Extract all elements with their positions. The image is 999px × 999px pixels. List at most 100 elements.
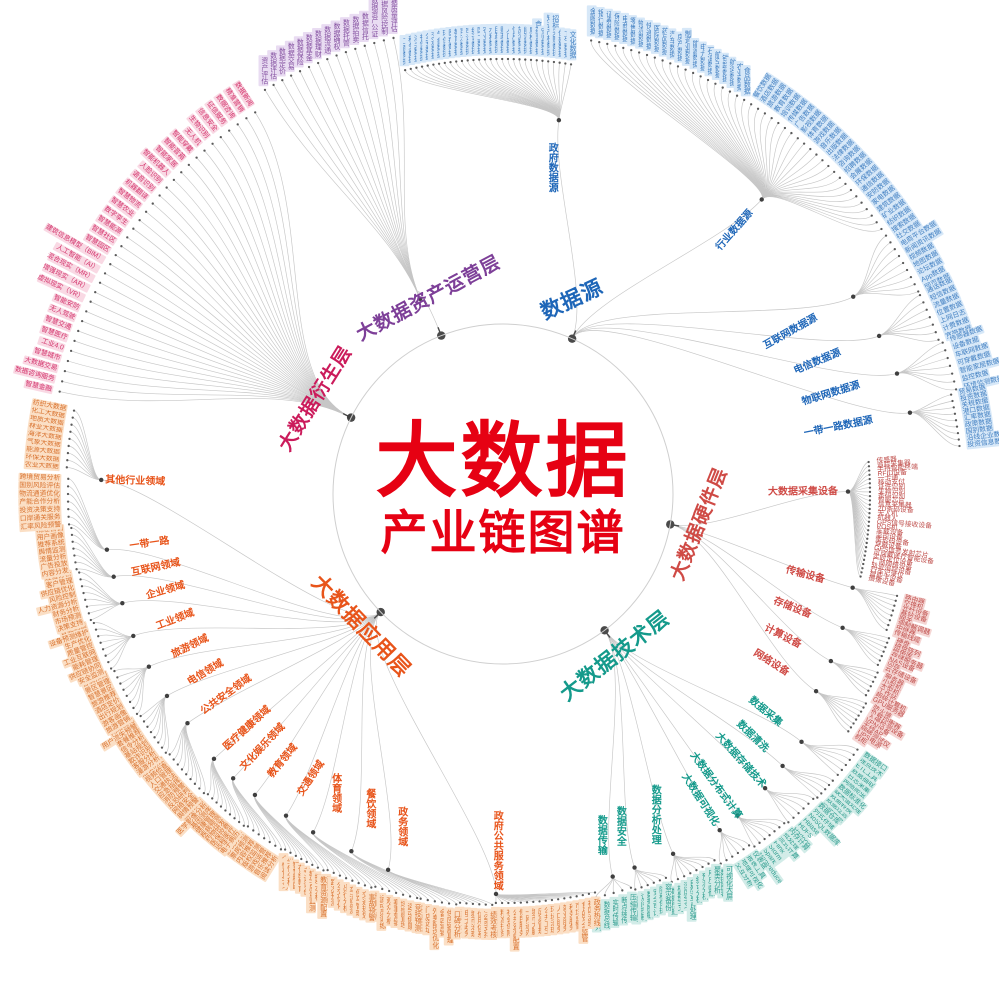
link-curve [759, 113, 767, 200]
link-curve [761, 195, 867, 214]
leaf-label: 数据拍卖 [349, 13, 360, 46]
leaf-label: 容灾备份 [662, 881, 673, 913]
link-curve [145, 211, 350, 417]
leaf-dot [753, 845, 756, 848]
leaf-dot [742, 848, 745, 851]
leaf-dot [289, 851, 292, 854]
leaf-dot [409, 67, 412, 71]
leaf-label: 智能芯片 [878, 495, 906, 504]
leaf-bg [799, 108, 824, 136]
leaf-bg [958, 389, 989, 404]
leaf-label: 无人机 [877, 508, 898, 518]
group-hub-dot [759, 197, 764, 202]
leaf-label: 赛事营销 [392, 898, 400, 927]
leaf-label: 观众分析 [385, 897, 393, 925]
leaf-dot [885, 628, 888, 632]
group-label: 体育领域 [330, 772, 342, 814]
leaf-dot [934, 331, 937, 334]
link-curve [801, 741, 850, 761]
leaf-label: 公共卫生 [543, 907, 551, 934]
leaf-dot [882, 650, 885, 653]
leaf-label: 国土数据 [476, 26, 484, 54]
leaf-dot [202, 791, 206, 795]
leaf-dot [946, 356, 949, 360]
leaf-bg [658, 25, 669, 57]
link-curve [852, 587, 891, 621]
leaf-dot [478, 58, 481, 61]
leaf-dot [691, 71, 695, 75]
leaf-label: 数据理财 [312, 28, 322, 60]
leaf-dot [254, 111, 257, 114]
leaf-bg [267, 50, 278, 82]
leaf-dot [185, 773, 188, 776]
link-curve [815, 690, 864, 708]
link-curve [741, 99, 765, 200]
link-curve [604, 630, 766, 789]
leaf-bg [208, 821, 234, 849]
leaf-dot [268, 840, 271, 844]
link-curve [782, 765, 834, 781]
link-curve [842, 627, 882, 657]
leaf-label: 绩效考核 [489, 910, 497, 939]
link-curve [852, 587, 887, 631]
leaf-dot [80, 585, 84, 588]
leaf-dot [836, 773, 839, 777]
link-curve [842, 627, 879, 666]
link-curve [852, 587, 892, 616]
leaf-dot [65, 466, 68, 469]
leaf-bg [751, 71, 774, 101]
link-curve [713, 83, 764, 200]
leaf-dot [864, 702, 868, 705]
leaf-dot [92, 621, 96, 625]
leaf-label: 人口数据 [505, 26, 513, 54]
leaf-label: 医院数据 [652, 25, 660, 53]
leaf-bg [934, 299, 965, 319]
link-curve [273, 84, 421, 300]
link-curve [761, 196, 882, 232]
leaf-bg [586, 5, 597, 37]
leaf-label: 数据确权 [332, 22, 340, 51]
link-curve [853, 269, 908, 297]
leaf-dot [408, 895, 412, 898]
leaf-dot [849, 726, 853, 729]
link-curve [86, 311, 350, 417]
leaf-bg [40, 566, 71, 580]
leaf-label: 卫生数据 [562, 30, 570, 58]
leaf-label: 一卡通 [877, 472, 898, 482]
leaf-dot [198, 787, 201, 790]
leaf-dot [351, 879, 354, 882]
leaf-label: 车载设备 [876, 526, 904, 538]
leaf-dot [855, 195, 858, 198]
leaf-bg [143, 760, 171, 786]
leaf-label: 药品数据 [658, 25, 669, 57]
link-curve [558, 64, 572, 121]
leaf-dot [532, 900, 535, 904]
leaf-label: 投资决策支持 [19, 504, 60, 514]
leaf-label: 电力数据 [697, 41, 707, 73]
leaf-bg [643, 19, 653, 52]
link-curve [264, 89, 421, 300]
link-curve [364, 45, 421, 300]
group-hub-dot [876, 333, 882, 339]
leaf-bg [451, 908, 461, 940]
link-curve [720, 87, 765, 200]
leaf-bg [931, 291, 962, 311]
link-curve [212, 758, 245, 826]
leaf-bg [27, 421, 65, 435]
leaf-dot [866, 533, 869, 536]
leaf-dot [113, 669, 116, 673]
leaf-dot [878, 659, 882, 662]
leaf-label: 物流通道优化 [18, 489, 61, 499]
leaf-bg [619, 12, 629, 45]
leaf-dot [506, 57, 510, 61]
leaf-bg [888, 650, 925, 672]
link-curve [634, 867, 636, 890]
link-curve [571, 330, 911, 414]
leaf-dot [245, 117, 248, 120]
leaf-dot [593, 891, 597, 894]
link-curve [830, 660, 874, 683]
leaf-dot [893, 604, 896, 607]
leaf-dot [518, 58, 521, 61]
leaf-dot [500, 901, 504, 905]
leaf-dot [263, 837, 266, 840]
